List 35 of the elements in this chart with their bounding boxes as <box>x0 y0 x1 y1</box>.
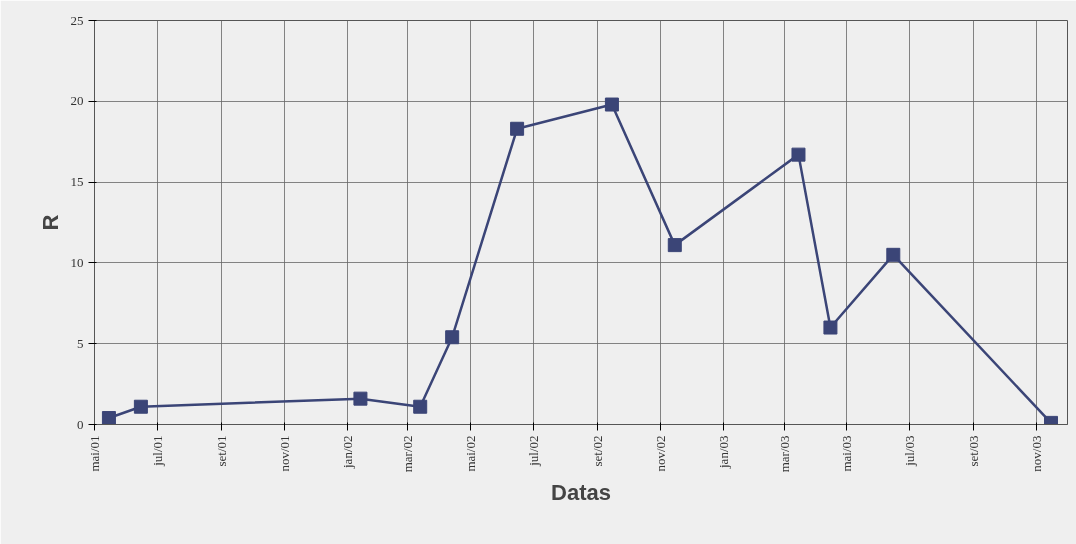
x-tick-label: mai/02 <box>463 435 479 472</box>
point <box>353 391 368 406</box>
y-tick-label: 10 <box>70 254 84 270</box>
y-axis-title: R <box>37 214 63 231</box>
y-tick-label: 5 <box>77 335 84 351</box>
x-tick-label: jan/03 <box>715 435 731 469</box>
x-tick-label: jan/02 <box>339 435 355 469</box>
x-tick-label: mai/03 <box>839 435 855 472</box>
y-tick-label: 0 <box>77 416 84 432</box>
y-tick-label: 25 <box>70 12 84 28</box>
point <box>133 399 148 414</box>
x-tick-label: nov/02 <box>652 435 668 472</box>
y-tick-label: 15 <box>70 174 84 190</box>
x-tick-label: mar/03 <box>776 435 792 473</box>
x-tick-label: set/03 <box>966 435 982 467</box>
x-tick-label: set/02 <box>589 435 605 467</box>
point <box>667 238 682 253</box>
point <box>413 399 428 414</box>
x-tick-label: mar/02 <box>400 435 416 473</box>
point <box>510 121 525 136</box>
x-tick-label: nov/03 <box>1029 435 1045 472</box>
x-tick-label: jul/02 <box>526 435 542 467</box>
point <box>823 320 838 335</box>
point <box>604 97 619 112</box>
point <box>101 411 116 425</box>
point <box>445 330 460 345</box>
x-tick-label: set/01 <box>213 435 229 467</box>
x-tick-label: nov/01 <box>276 435 292 472</box>
x-tick-label: jul/01 <box>149 435 165 467</box>
x-tick-label: jul/03 <box>902 435 918 467</box>
x-tick-label: mai/01 <box>87 435 102 472</box>
y-tick-label: 20 <box>70 93 84 109</box>
point <box>791 147 806 162</box>
point <box>886 247 901 262</box>
x-axis-title: Datas <box>551 480 611 506</box>
